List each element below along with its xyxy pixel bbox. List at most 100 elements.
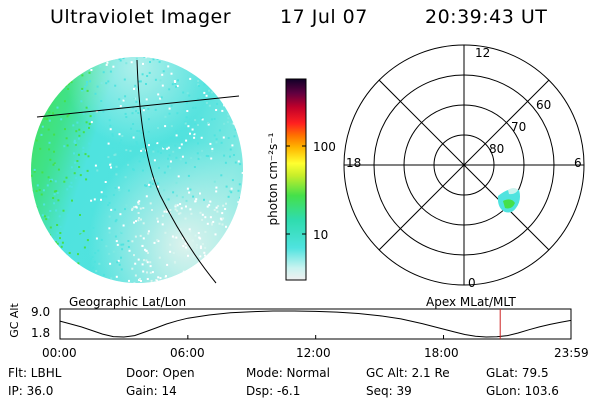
globe-speckle xyxy=(174,261,177,264)
globe-speckle xyxy=(177,175,180,178)
globe-speckle xyxy=(142,109,145,112)
globe-speckle xyxy=(204,254,206,257)
globe-speckle xyxy=(198,192,201,195)
globe-speckle xyxy=(110,277,113,280)
globe-speckle xyxy=(95,270,98,273)
globe-speckle xyxy=(143,57,146,58)
globe-speckle xyxy=(59,225,62,228)
globe-speckle xyxy=(161,73,164,76)
globe-speckle xyxy=(186,110,189,112)
globe-speckle xyxy=(51,178,53,181)
globe-speckle xyxy=(106,61,109,64)
globe-speckle xyxy=(74,143,77,146)
globe-speckle xyxy=(144,248,146,251)
xtick-3: 18:00 xyxy=(424,346,459,360)
globe-speckle xyxy=(111,134,114,137)
globe-speckle xyxy=(138,160,141,163)
globe-speckle xyxy=(135,100,138,103)
globe-speckle xyxy=(89,115,92,118)
globe-speckle xyxy=(140,280,142,282)
globe-speckle xyxy=(112,250,115,253)
globe-speckle xyxy=(146,261,149,264)
globe-speckle xyxy=(195,246,198,249)
globe-speckle xyxy=(40,193,43,196)
globe-speckle xyxy=(201,149,204,152)
globe-speckle xyxy=(169,243,172,246)
globe-speckle xyxy=(189,208,192,211)
globe-speckle xyxy=(161,84,164,87)
globe-speckle xyxy=(145,184,148,187)
globe-speckle xyxy=(186,92,189,95)
globe-speckle xyxy=(238,183,241,186)
globe-speckle xyxy=(119,142,122,144)
globe-speckle xyxy=(156,217,159,220)
globe-speckle xyxy=(164,115,167,118)
globe-speckle xyxy=(185,246,188,249)
globe-speckle xyxy=(187,174,190,177)
xtick-0: 00:00 xyxy=(42,346,77,360)
globe-speckle xyxy=(56,191,59,194)
globe-speckle xyxy=(222,217,225,220)
globe-speckle xyxy=(134,274,137,277)
globe-speckle xyxy=(215,141,218,144)
globe-speckle xyxy=(144,57,147,59)
globe-speckle xyxy=(192,131,195,134)
globe-speckle xyxy=(47,176,50,179)
globe-speckle xyxy=(115,275,118,278)
globe-speckle xyxy=(213,209,216,211)
globe-speckle xyxy=(105,195,108,198)
globe-speckle xyxy=(94,92,97,95)
globe-speckle xyxy=(108,252,111,255)
globe-speckle xyxy=(145,98,148,101)
globe-speckle xyxy=(56,232,59,235)
globe-speckle xyxy=(227,137,230,139)
globe-speckle xyxy=(213,117,216,120)
globe-speckle xyxy=(205,154,208,157)
globe-speckle xyxy=(110,208,113,211)
globe-speckle xyxy=(193,166,196,168)
globe-speckle xyxy=(159,152,162,154)
mlt-label-18: 18 xyxy=(346,156,362,170)
globe-speckle xyxy=(128,279,130,282)
globe-speckle xyxy=(82,112,85,115)
globe-speckle xyxy=(118,133,121,136)
globe-speckle xyxy=(162,147,165,150)
globe-speckle xyxy=(84,85,87,88)
lat-label-60: 60 xyxy=(536,98,552,112)
globe-speckle xyxy=(164,231,167,234)
globe-speckle xyxy=(130,136,133,139)
globe-speckle xyxy=(89,258,92,261)
globe-speckle xyxy=(136,143,139,145)
globe-speckle xyxy=(66,144,69,147)
globe-speckle xyxy=(167,146,170,149)
globe-speckle xyxy=(83,88,86,91)
globe-speckle xyxy=(85,83,88,86)
globe-speckle xyxy=(203,251,206,254)
globe-speckle xyxy=(166,198,169,201)
globe-speckle xyxy=(176,209,179,212)
globe-speckle xyxy=(157,127,159,129)
globe-speckle xyxy=(138,200,141,203)
globe-speckle xyxy=(124,208,126,211)
globe-speckle xyxy=(145,259,148,262)
globe-speckle xyxy=(163,210,166,213)
globe-speckle xyxy=(91,208,94,211)
globe-speckle xyxy=(205,94,208,97)
globe-speckle xyxy=(178,146,181,149)
globe-speckle xyxy=(207,155,210,158)
globe-speckle xyxy=(181,136,184,139)
globe-speckle xyxy=(180,207,183,210)
globe-speckle xyxy=(182,245,185,247)
globe-speckle xyxy=(176,204,179,207)
globe-speckle xyxy=(131,267,134,270)
globe-speckle xyxy=(56,224,59,226)
globe-speckle xyxy=(54,180,57,183)
globe-speckle xyxy=(118,58,121,60)
globe-speckle xyxy=(53,150,55,153)
globe-speckle xyxy=(107,80,110,83)
globe-speckle xyxy=(148,144,150,147)
globe-speckle xyxy=(216,102,219,105)
globe-speckle xyxy=(86,89,89,92)
globe-speckle xyxy=(179,158,182,161)
globe-speckle xyxy=(73,152,75,155)
